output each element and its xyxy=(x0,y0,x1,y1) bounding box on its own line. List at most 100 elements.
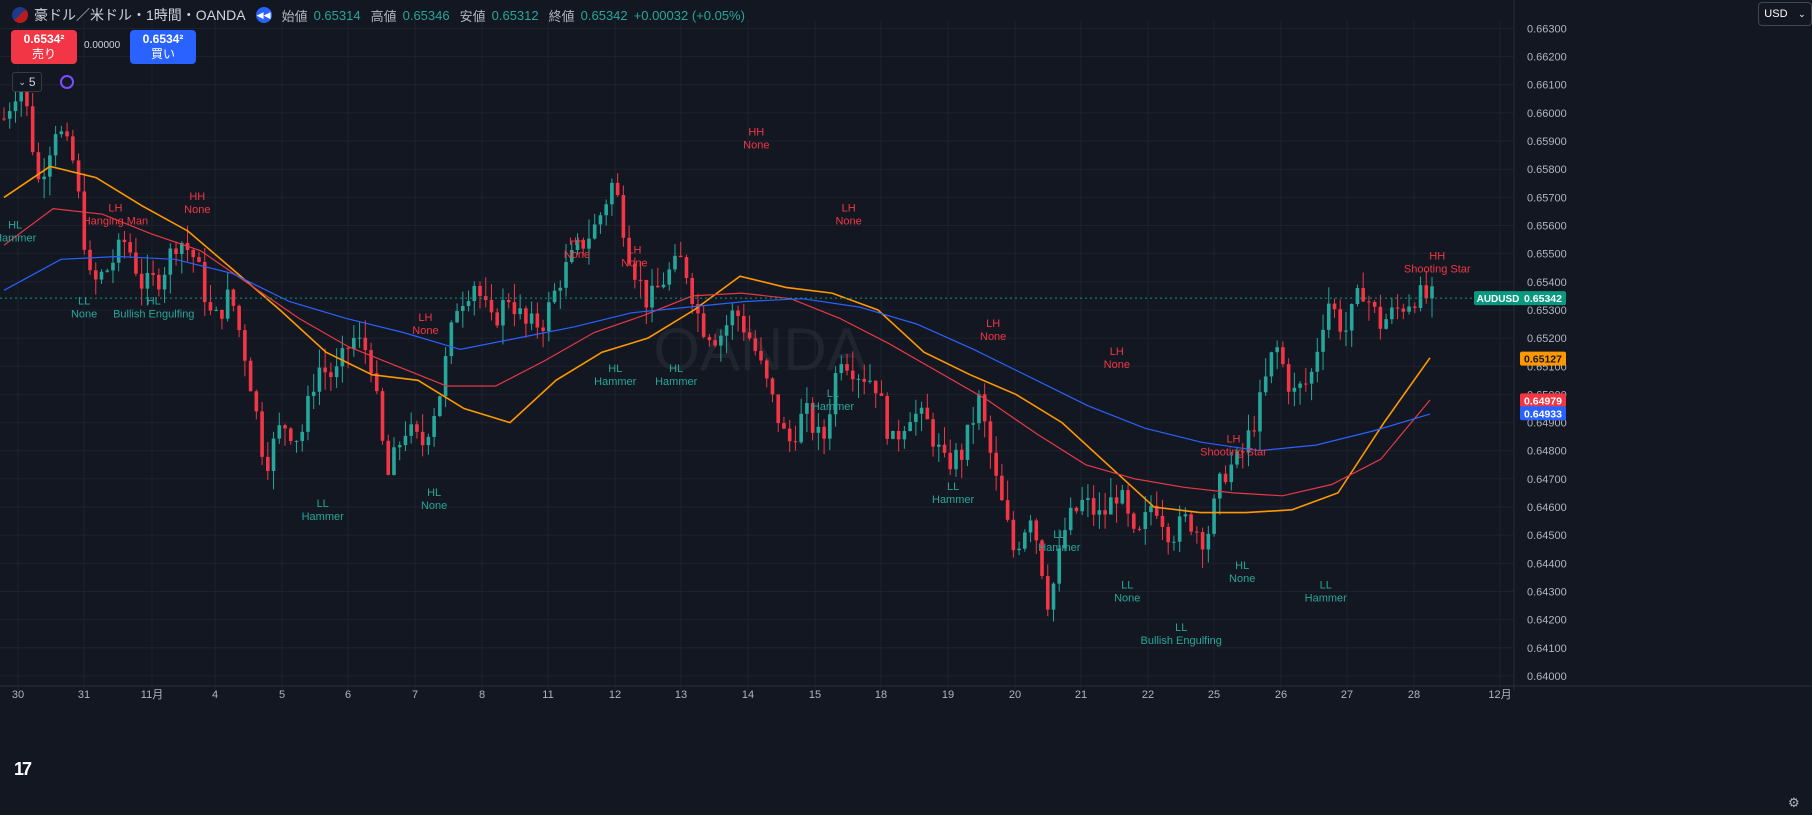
candle-body xyxy=(610,182,614,205)
pattern-label-name: Bullish Engulfing xyxy=(1141,635,1222,647)
candle-body xyxy=(288,428,293,442)
candle-body xyxy=(965,424,970,460)
candle-body xyxy=(1206,533,1211,550)
candle-body xyxy=(564,262,568,288)
candle-body xyxy=(621,195,626,238)
price-tick-label: 0.66000 xyxy=(1527,108,1567,120)
candle-body xyxy=(397,445,402,448)
high-label: 高値 xyxy=(370,8,397,24)
candle-body xyxy=(753,338,758,351)
pattern-label-name: Hammer xyxy=(1038,542,1081,554)
price-tick-label: 0.65300 xyxy=(1527,305,1567,317)
price-tick-label: 0.65600 xyxy=(1527,221,1567,233)
candle-body xyxy=(214,309,218,311)
symbol-title[interactable]: 豪ドル／米ドル・1時間・OANDA xyxy=(34,7,246,23)
candle-body xyxy=(1005,500,1010,520)
candle-body xyxy=(879,393,884,396)
candle-body xyxy=(105,270,110,272)
pattern-label-type: HL xyxy=(8,219,22,231)
currency-selector[interactable]: USD ⌄ xyxy=(1758,2,1812,26)
pattern-label-name: Hammer xyxy=(1305,593,1348,605)
candle-body xyxy=(908,421,912,431)
pattern-label-type: LL xyxy=(1053,529,1065,541)
candle-body xyxy=(724,325,729,336)
candle-body xyxy=(948,452,953,470)
candle-body xyxy=(873,380,878,394)
buy-button[interactable]: 0.6534² 買い xyxy=(130,30,196,64)
price-tick-label: 0.64800 xyxy=(1527,446,1567,458)
candle-body xyxy=(701,313,706,337)
pattern-label-name: None xyxy=(835,215,861,227)
price-tag xyxy=(1520,291,1566,306)
candle-body xyxy=(1126,490,1130,514)
pattern-label-type: LL xyxy=(317,498,329,510)
candle-body xyxy=(787,428,792,442)
candle-body xyxy=(1367,301,1371,303)
candle-body xyxy=(495,312,500,326)
pattern-label-type: LH xyxy=(418,312,432,324)
candle-body xyxy=(661,284,666,288)
loading-icon xyxy=(60,75,74,89)
replay-icon[interactable]: ◀◀ xyxy=(255,7,272,23)
pattern-label-type: LH xyxy=(1110,346,1124,358)
candle-body xyxy=(942,444,947,453)
candle-body xyxy=(460,305,465,311)
candle-body xyxy=(323,367,327,373)
candle-body xyxy=(1430,286,1434,299)
candle-body xyxy=(1051,583,1056,610)
candle-body xyxy=(1017,548,1021,551)
time-tick-label: 20 xyxy=(1009,689,1021,701)
candle-body xyxy=(231,289,236,306)
candle-body xyxy=(799,413,803,443)
price-tick-label: 0.64400 xyxy=(1527,558,1567,570)
candle-body xyxy=(1218,473,1222,499)
candle-body xyxy=(1275,347,1279,353)
candle-body xyxy=(197,257,201,262)
candle-body xyxy=(237,305,241,331)
candle-body xyxy=(306,395,310,432)
price-tick-label: 0.65900 xyxy=(1527,136,1567,148)
candle-body xyxy=(174,248,178,255)
pattern-label-name: None xyxy=(1114,593,1140,605)
time-tick-label: 27 xyxy=(1341,689,1353,701)
candle-body xyxy=(1326,303,1331,330)
candle-body xyxy=(633,263,637,280)
candle-body xyxy=(455,310,459,323)
settings-icon[interactable]: ⚙ xyxy=(1788,795,1800,810)
price-tag xyxy=(1520,351,1566,366)
candle-body xyxy=(1097,510,1102,515)
candle-body xyxy=(134,252,138,274)
candle-body xyxy=(816,426,821,433)
candle-body xyxy=(311,391,316,396)
pattern-label-type: HL xyxy=(669,363,683,375)
buy-label: 買い xyxy=(150,47,175,61)
candle-body xyxy=(581,240,586,249)
candle-body xyxy=(1304,383,1308,385)
time-tick-label: 14 xyxy=(742,689,754,701)
candle-body xyxy=(770,378,775,395)
sell-price: 0.6534² xyxy=(23,32,65,46)
candle-body xyxy=(1109,497,1113,515)
candle-body xyxy=(707,336,712,341)
candle-body xyxy=(1103,510,1107,515)
change-value: +0.00032 (+0.05%) xyxy=(633,7,745,23)
price-tick-label: 0.64300 xyxy=(1527,586,1567,598)
candle-body xyxy=(2,118,6,120)
indicators-toggle[interactable]: ⌄ 5 xyxy=(12,72,42,92)
price-tick-label: 0.64200 xyxy=(1527,615,1567,627)
candle-body xyxy=(82,191,87,250)
sell-button[interactable]: 0.6534² 売り xyxy=(11,30,77,64)
candle-body xyxy=(1045,576,1050,610)
spread-value: 0.00000 xyxy=(84,40,121,51)
pattern-label-name: None xyxy=(1229,573,1255,585)
candle-body xyxy=(65,131,69,137)
candle-body xyxy=(713,340,717,346)
price-tag-value: 0.64979 xyxy=(1524,395,1562,407)
open-label: 始値 xyxy=(281,8,308,24)
candle-body xyxy=(690,277,694,305)
candle-body xyxy=(1390,307,1394,320)
pattern-label-name: Hammer xyxy=(0,232,37,244)
candle-body xyxy=(730,310,735,326)
candle-body xyxy=(438,396,442,416)
